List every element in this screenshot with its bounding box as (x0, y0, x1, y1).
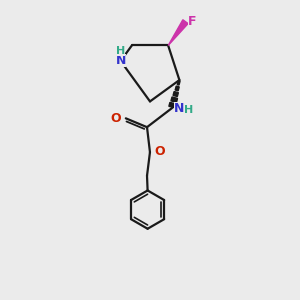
Text: H: H (116, 46, 125, 56)
Text: F: F (188, 15, 196, 28)
Polygon shape (168, 20, 188, 46)
Text: N: N (116, 54, 126, 68)
Polygon shape (177, 81, 180, 85)
Text: O: O (110, 112, 121, 125)
Text: N: N (173, 101, 184, 115)
Text: H: H (184, 105, 193, 115)
Polygon shape (169, 102, 177, 108)
Polygon shape (173, 92, 178, 97)
Polygon shape (171, 97, 178, 102)
Polygon shape (175, 86, 179, 91)
Text: O: O (154, 145, 165, 158)
